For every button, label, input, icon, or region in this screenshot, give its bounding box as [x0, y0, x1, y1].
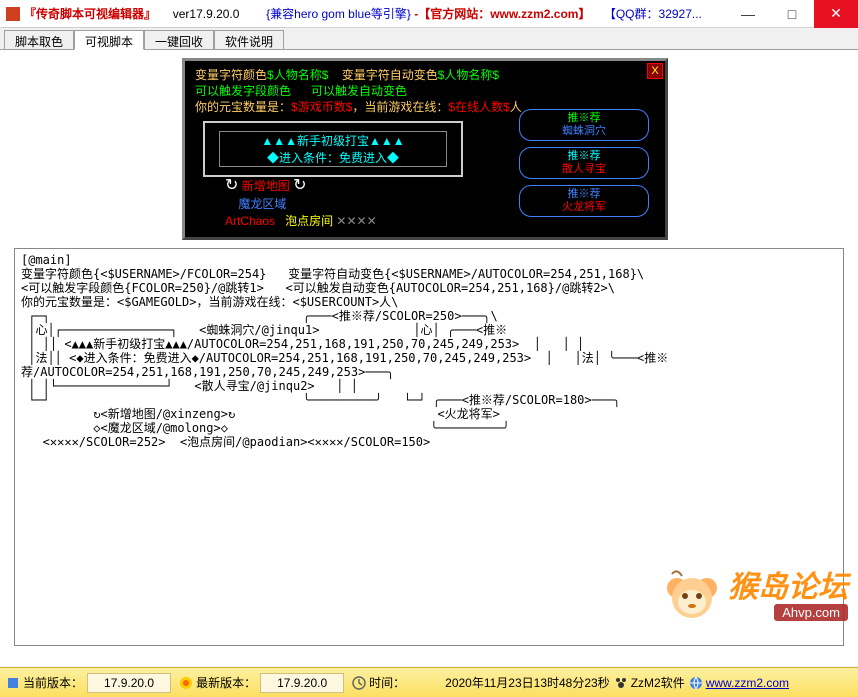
title-ver-label: ver — [173, 7, 190, 21]
refresh-icon: ↻ — [293, 175, 306, 195]
preview-box-inner[interactable]: ▲▲▲新手初级打宝▲▲▲ ◆进入条件：免费进入◆ — [219, 131, 447, 167]
close-button[interactable]: ✕ — [814, 0, 858, 28]
clock-icon — [352, 676, 366, 690]
app-icon — [6, 7, 20, 21]
title-qq: 32927... — [659, 7, 702, 21]
monkey-icon — [662, 566, 722, 626]
preview-right-buttons: 推※荐 蜘蛛洞穴 推※荐 散人寻宝 推※荐 火龙将军 — [519, 109, 649, 223]
recommend-button-2[interactable]: 推※荐 散人寻宝 — [519, 147, 649, 179]
tab-recycle[interactable]: 一键回收 — [144, 30, 214, 49]
preview-inner: 变量字符颜色$人物名称$ 变量字符自动变色$人物名称$ 可以触发字段颜色 可以触… — [185, 61, 665, 237]
statusbar: 当前版本： 17.9.20.0 最新版本： 17.9.20.0 时间： 2020… — [0, 667, 858, 697]
link-paodian[interactable]: 泡点房间 — [285, 214, 333, 228]
status-current-version: 当前版本： 17.9.20.0 — [6, 673, 175, 693]
title-ver: 17.9.20.0 — [189, 7, 239, 21]
maximize-button[interactable]: □ — [770, 0, 814, 28]
title-engine: {兼容hero gom blue等引擎} — [266, 7, 411, 21]
link-new-map[interactable]: 新增地图 — [242, 179, 290, 193]
link-molong[interactable]: 魔龙区域 — [238, 197, 286, 211]
watermark-cn: 猴岛论坛 — [728, 572, 848, 604]
tab-visual-script[interactable]: 可视脚本 — [74, 30, 144, 50]
box-line-1: ▲▲▲新手初级打宝▲▲▲ — [261, 132, 404, 149]
current-version-value: 17.9.20.0 — [87, 673, 171, 693]
recommend-button-3[interactable]: 推※荐 火龙将军 — [519, 185, 649, 217]
latest-version-value: 17.9.20.0 — [260, 673, 344, 693]
preview-bottom: ↻ 新增地图 ↻ 魔龙区域 ArtChaos 泡点房间 ✕✕✕✕ — [225, 175, 377, 229]
x-marks: ✕✕✕✕ — [336, 214, 376, 228]
title-qq-label: 【QQ群： — [604, 7, 659, 21]
globe-icon — [689, 676, 703, 690]
status-software: ZzM2软件 — [614, 674, 685, 691]
tabs: 脚本取色 可视脚本 一键回收 软件说明 — [0, 28, 858, 50]
content-area: X 变量字符颜色$人物名称$ 变量字符自动变色$人物名称$ 可以触发字段颜色 可… — [0, 50, 858, 666]
paw-icon — [614, 676, 628, 690]
site-link[interactable]: www.zzm2.com — [706, 676, 789, 690]
watermark-text: 猴岛论坛 Ahvp.com — [728, 572, 848, 621]
version-icon — [6, 676, 20, 690]
status-latest-version: 最新版本： 17.9.20.0 — [179, 673, 348, 693]
box-line-2: ◆进入条件：免费进入◆ — [267, 149, 399, 166]
minimize-button[interactable]: — — [726, 0, 770, 28]
title-site-label: -【官方网站： — [414, 7, 490, 21]
label-artchaos: ArtChaos — [225, 214, 275, 228]
status-site: www.zzm2.com — [689, 676, 789, 690]
watermark: 猴岛论坛 Ahvp.com — [662, 566, 848, 626]
titlebar-text: 『传奇脚本可视编辑器』 ver17.9.20.0 {兼容hero gom blu… — [24, 5, 726, 22]
refresh-icon: ↻ — [225, 175, 238, 195]
preview-line-2: 可以触发字段颜色 可以触发自动变色 — [195, 83, 655, 99]
watermark-en: Ahvp.com — [774, 604, 848, 621]
time-value: 2020年11月23日13时48分23秒 — [445, 674, 610, 691]
titlebar: 『传奇脚本可视编辑器』 ver17.9.20.0 {兼容hero gom blu… — [0, 0, 858, 28]
tab-about[interactable]: 软件说明 — [214, 30, 284, 49]
preview-line-1: 变量字符颜色$人物名称$ 变量字符自动变色$人物名称$ — [195, 67, 655, 83]
title-site: www.zzm2.com — [490, 7, 578, 21]
tab-color-pick[interactable]: 脚本取色 — [4, 30, 74, 49]
title-app: 『传奇脚本可视编辑器』 — [24, 7, 156, 21]
update-icon — [179, 676, 193, 690]
recommend-button-1[interactable]: 推※荐 蜘蛛洞穴 — [519, 109, 649, 141]
window-controls: — □ ✕ — [726, 0, 858, 28]
status-time: 时间： 2020年11月23日13时48分23秒 — [352, 674, 610, 691]
monkey-svg — [662, 566, 722, 626]
preview-panel: X 变量字符颜色$人物名称$ 变量字符自动变色$人物名称$ 可以触发字段颜色 可… — [182, 58, 668, 240]
